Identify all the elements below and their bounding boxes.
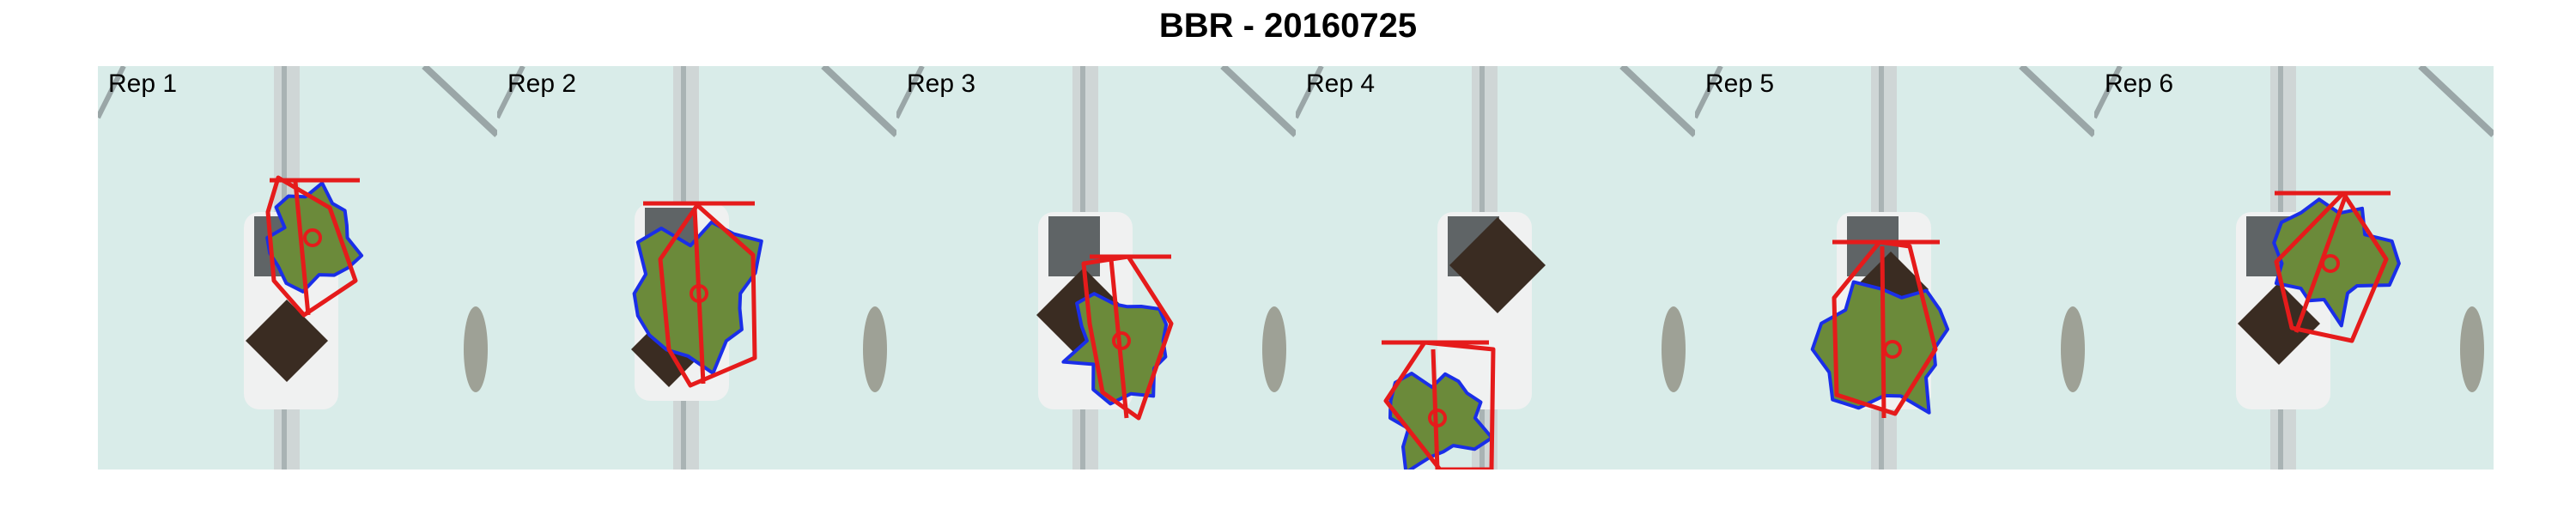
soil-pot (1449, 217, 1546, 313)
frame-bar (2019, 66, 2094, 137)
debris (1262, 306, 1286, 392)
soil-pot (2238, 282, 2320, 365)
panel-label-rep-4: Rep 4 (1306, 70, 1376, 98)
panel-rep-3: Rep 3 (896, 66, 1296, 470)
frame-bar (896, 66, 925, 119)
debris (1662, 306, 1686, 392)
plant-segmentation (265, 181, 364, 294)
major-axis-line (293, 181, 311, 316)
plant-image-rep-3 (896, 66, 1296, 470)
centroid-marker (690, 284, 708, 303)
panel-row: Rep 1 Rep 2 Rep 3 Rep 4 Rep 5 Rep 6 (98, 66, 2494, 470)
frame-bar (1619, 66, 1695, 137)
frame-bar (821, 66, 896, 137)
plant-segmentation (1388, 372, 1494, 470)
soil-pot (246, 300, 328, 382)
panel-rep-6: Rep 6 (2094, 66, 2494, 470)
centroid-marker (303, 228, 322, 247)
plant-image-rep-4 (1296, 66, 1695, 470)
plant-image-rep-6 (2094, 66, 2494, 470)
debris (464, 306, 488, 392)
panel-rep-4: Rep 4 (1296, 66, 1695, 470)
frame-bar (422, 66, 497, 137)
panel-label-rep-6: Rep 6 (2105, 70, 2174, 98)
frame-bar (1296, 66, 1324, 119)
major-axis-line (1109, 258, 1129, 419)
panel-label-rep-5: Rep 5 (1705, 70, 1775, 98)
convex-hull (265, 175, 358, 318)
panel-label-rep-3: Rep 3 (907, 70, 976, 98)
debris (2460, 306, 2484, 392)
centroid-marker (1428, 409, 1447, 427)
plant-image-rep-2 (497, 66, 896, 470)
convex-hull (1832, 239, 1938, 416)
figure-title: BBR - 20160725 (1158, 7, 1418, 45)
panel-rep-5: Rep 5 (1695, 66, 2094, 470)
frame-bar (1220, 66, 1296, 137)
frame-bar (1695, 66, 1723, 119)
convex-hull (658, 203, 757, 388)
frame-bar (2418, 66, 2494, 137)
frame-bar (98, 66, 126, 119)
panel-rep-1: Rep 1 (98, 66, 497, 470)
major-axis-line (692, 207, 706, 385)
debris (2061, 306, 2085, 392)
centroid-marker (2321, 254, 2340, 273)
major-axis-line (1880, 245, 1886, 419)
convex-hull (1383, 340, 1496, 470)
panel-rep-2: Rep 2 (497, 66, 896, 470)
convex-hull (2274, 191, 2389, 343)
frame-bar (2094, 66, 2123, 119)
panel-label-rep-2: Rep 2 (507, 70, 577, 98)
plant-image-rep-1 (98, 66, 497, 470)
panel-label-rep-1: Rep 1 (108, 70, 178, 98)
pot-label-block (1048, 216, 1100, 276)
frame-bar (497, 66, 526, 119)
centroid-marker (1883, 340, 1902, 359)
plant-image-rep-5 (1695, 66, 2094, 470)
debris (863, 306, 887, 392)
centroid-marker (1112, 331, 1131, 350)
